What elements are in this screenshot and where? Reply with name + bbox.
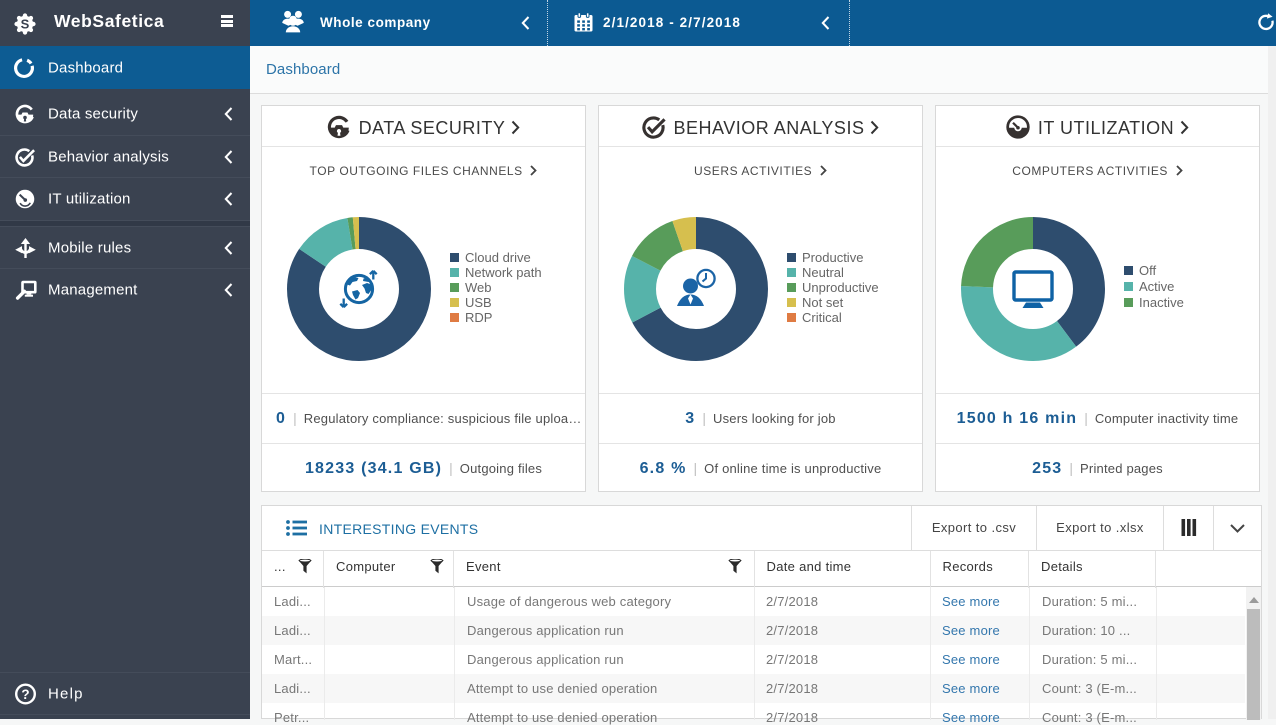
svg-text:?: ? (21, 686, 29, 701)
svg-text:S: S (21, 17, 30, 32)
